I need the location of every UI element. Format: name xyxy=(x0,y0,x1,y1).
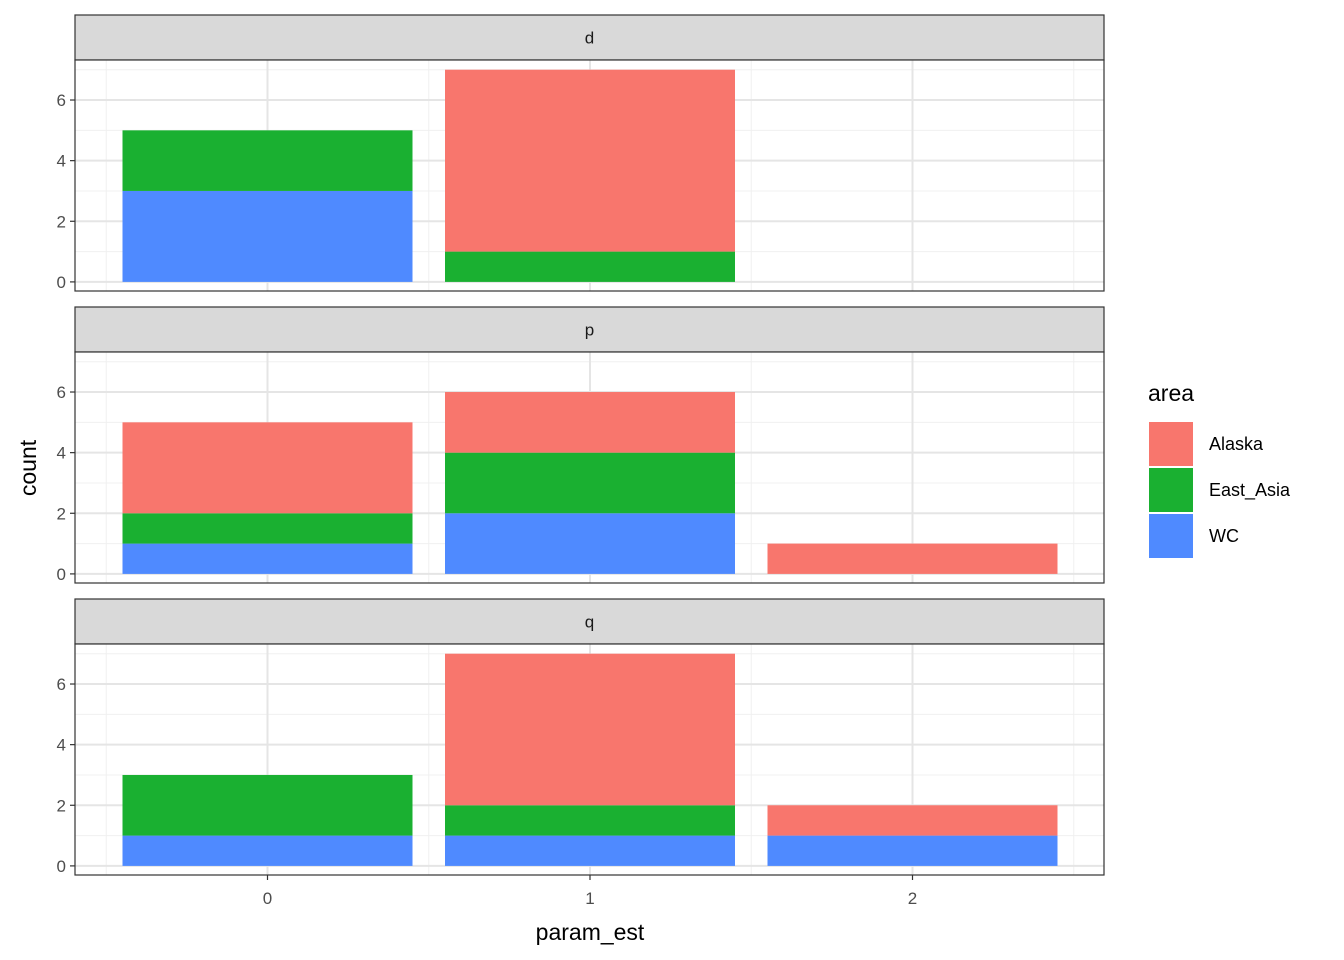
legend-title: area xyxy=(1148,380,1194,406)
x-tick-label: 1 xyxy=(585,889,594,908)
facet-panel-d: d 0 2 4 6 xyxy=(57,14,1105,292)
y-tick-label: 0 xyxy=(57,273,66,292)
bar-q-1-East_Asia xyxy=(445,805,735,836)
y-axis-title: count xyxy=(15,439,41,496)
x-axis: 0 1 2 xyxy=(263,875,917,908)
legend-key-WC xyxy=(1149,514,1193,558)
x-axis-title: param_est xyxy=(536,919,645,945)
y-tick-label: 0 xyxy=(57,857,66,876)
bar-d-1-Alaska xyxy=(445,69,735,252)
y-tick-label: 6 xyxy=(57,91,66,110)
y-tick-label: 2 xyxy=(57,212,66,231)
bar-p-2-Alaska xyxy=(767,543,1058,574)
panel-border xyxy=(74,59,1105,292)
bar-p-0-East_Asia xyxy=(122,513,413,544)
y-tick-label: 0 xyxy=(57,565,66,584)
legend: area Alaska East_Asia WC xyxy=(1148,380,1291,558)
bar-d-1-East_Asia xyxy=(445,251,735,282)
facet-strip xyxy=(74,598,1105,645)
bar-d-0-East_Asia xyxy=(122,130,413,191)
y-tick-label: 2 xyxy=(57,504,66,523)
y-tick-label: 6 xyxy=(57,675,66,694)
legend-label-East_Asia: East_Asia xyxy=(1209,480,1291,501)
bar-p-1-Alaska xyxy=(445,392,735,453)
bar-q-1-WC xyxy=(445,835,735,866)
y-tick-label: 4 xyxy=(57,152,66,171)
y-tick-label: 4 xyxy=(57,736,66,755)
y-tick-label: 4 xyxy=(57,444,66,463)
bar-q-1-Alaska xyxy=(445,653,735,806)
facet-panels: d 0 2 4 6 p 0 2 4 6 q 0 2 4 6 xyxy=(57,14,1105,876)
panel-border xyxy=(74,351,1105,584)
bar-q-0-East_Asia xyxy=(122,774,413,836)
bar-d-0-WC xyxy=(122,190,413,282)
x-tick-label: 2 xyxy=(908,889,917,908)
bar-q-0-WC xyxy=(122,835,413,866)
legend-label-WC: WC xyxy=(1209,526,1239,546)
y-tick-label: 2 xyxy=(57,796,66,815)
bar-p-0-WC xyxy=(122,543,413,574)
facet-strip-label: p xyxy=(585,321,594,340)
facet-strip xyxy=(74,306,1105,353)
bar-q-2-WC xyxy=(767,835,1058,866)
facet-strip-label: q xyxy=(585,613,594,632)
facet-panel-p: p 0 2 4 6 xyxy=(57,306,1105,584)
y-tick-label: 6 xyxy=(57,383,66,402)
x-tick-label: 0 xyxy=(263,889,272,908)
legend-key-Alaska xyxy=(1149,422,1193,466)
facet-strip xyxy=(74,14,1105,61)
bar-q-2-Alaska xyxy=(767,805,1058,836)
legend-key-East_Asia xyxy=(1149,468,1193,512)
bar-p-1-WC xyxy=(445,513,735,574)
facet-panel-q: q 0 2 4 6 xyxy=(57,598,1105,876)
legend-label-Alaska: Alaska xyxy=(1209,434,1264,454)
bar-p-0-Alaska xyxy=(122,422,413,514)
bar-p-1-East_Asia xyxy=(445,452,735,514)
facet-strip-label: d xyxy=(585,29,594,48)
